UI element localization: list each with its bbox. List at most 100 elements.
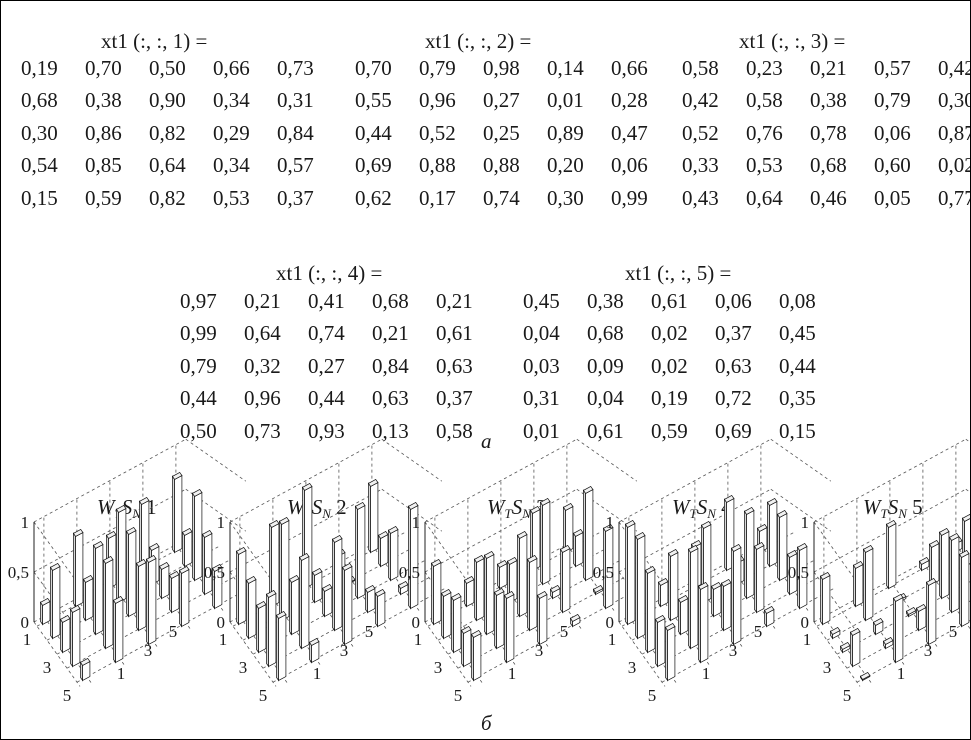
bar-top: [687, 544, 699, 553]
bar-top: [549, 584, 561, 593]
bar-front: [278, 613, 287, 682]
z-tick-label: 0,5: [593, 563, 614, 582]
matrix-cell: 0,38: [587, 289, 624, 313]
matrix-cell: 0,50: [180, 418, 217, 443]
bar-top: [697, 581, 709, 590]
bar-front: [680, 597, 689, 636]
matrix-cell: 0,78: [810, 120, 847, 145]
bar-front: [118, 507, 127, 604]
bar-top: [915, 603, 927, 612]
bar-top: [191, 488, 203, 497]
matrix-cell: 0,31: [277, 88, 314, 113]
z-tick-label: 0: [217, 613, 226, 632]
bar-front: [822, 574, 831, 626]
bar-front: [301, 555, 310, 650]
bar-top: [115, 504, 127, 513]
bar-front: [486, 553, 495, 636]
bar: [397, 580, 409, 596]
bar-front: [888, 522, 897, 590]
bar: [862, 544, 874, 622]
bar-front: [171, 573, 180, 614]
gridline: [33, 438, 186, 523]
bar: [829, 626, 841, 640]
gridline: [424, 521, 472, 587]
matrix-cell: 0,35: [779, 386, 816, 411]
bar: [634, 531, 646, 640]
bar: [115, 504, 127, 604]
bar: [697, 581, 709, 664]
matrix-cell: 0,02: [938, 153, 970, 178]
z-tick-label: 0,5: [788, 563, 809, 582]
matrix-cell: 0,03: [523, 353, 560, 378]
bar3d-plot-5: 0 0,5 1 1 3 5 1 3 5: [781, 438, 970, 705]
matrix-cell: 0,27: [483, 88, 520, 113]
bar-top: [493, 587, 505, 596]
x-tick-label: 1: [803, 630, 812, 649]
bar-top: [710, 581, 722, 590]
bar-top: [354, 501, 366, 510]
matrix-cell: 0,98: [483, 56, 520, 80]
bar: [743, 506, 755, 600]
bars-group: [39, 471, 223, 682]
bar-front: [334, 537, 343, 632]
bar-top: [311, 567, 323, 576]
matrix-cell: 0,01: [547, 88, 584, 113]
bar-top: [463, 575, 475, 584]
bar-top: [938, 527, 950, 536]
bar-top: [657, 577, 669, 586]
bar3d-plot-1: 0 0,5 1 1 3 5 1 3 5: [1, 438, 249, 705]
matrix-cell: 0,25: [483, 120, 520, 145]
bar: [211, 563, 223, 610]
matrix-cell: 0,69: [355, 153, 392, 178]
bar-front: [931, 542, 940, 586]
bar-top: [905, 606, 917, 615]
bar: [440, 588, 452, 640]
bar-front: [562, 547, 571, 614]
x-tick-label: 1: [608, 630, 617, 649]
gridline: [33, 571, 81, 637]
bar-front: [463, 628, 472, 668]
bar-front: [357, 504, 366, 600]
y-tick-label: 1: [117, 664, 126, 683]
matrix-cell: 0,79: [419, 56, 456, 80]
bar-top: [766, 497, 778, 506]
matrix-cell: 0,59: [651, 418, 688, 443]
matrix-title-4: xt1 (:, :, 4) =: [276, 261, 383, 285]
matrix-cell: 0,99: [180, 321, 217, 346]
bar-front: [344, 565, 353, 646]
bar-front: [161, 564, 170, 600]
z-tick-label: 1: [801, 513, 810, 532]
bar-top: [168, 570, 180, 579]
bar-front: [248, 578, 257, 640]
bars-group: [235, 478, 419, 682]
bar: [321, 583, 333, 618]
matrix-cell: 0,54: [21, 153, 58, 178]
bar-top: [506, 556, 518, 565]
matrix-cell: 0,19: [21, 56, 58, 80]
bar-top: [145, 554, 157, 563]
gridline: [618, 438, 771, 523]
x-tick-label: 3: [628, 658, 637, 677]
x-tick-label: 3: [823, 658, 832, 677]
matrix-cell: 0,34: [213, 88, 250, 113]
bar-front: [268, 592, 277, 668]
matrix-cell: 0,61: [587, 418, 624, 443]
bar-front: [62, 617, 71, 654]
matrix-cell: 0,05: [874, 185, 911, 210]
matrix-cell: 0,69: [715, 418, 752, 443]
bar: [298, 552, 310, 650]
matrix-2: 0,70 0,79 0,98 0,14 0,66 0,55 0,96 0,27 0,01 0,28…: [355, 52, 675, 214]
bar: [79, 657, 91, 682]
bar: [720, 578, 732, 632]
bar-front: [95, 543, 104, 636]
bar-top: [925, 577, 937, 586]
z-tick-label: 0,5: [399, 563, 420, 582]
gridline: [770, 488, 832, 532]
bar: [859, 671, 871, 682]
bar: [367, 478, 379, 554]
matrix-cell: 0,47: [611, 120, 648, 145]
z-tick-label: 0: [801, 613, 810, 632]
bar-front: [281, 519, 290, 622]
matrix-cell: 0,44: [308, 386, 345, 411]
bar-front: [506, 593, 515, 664]
